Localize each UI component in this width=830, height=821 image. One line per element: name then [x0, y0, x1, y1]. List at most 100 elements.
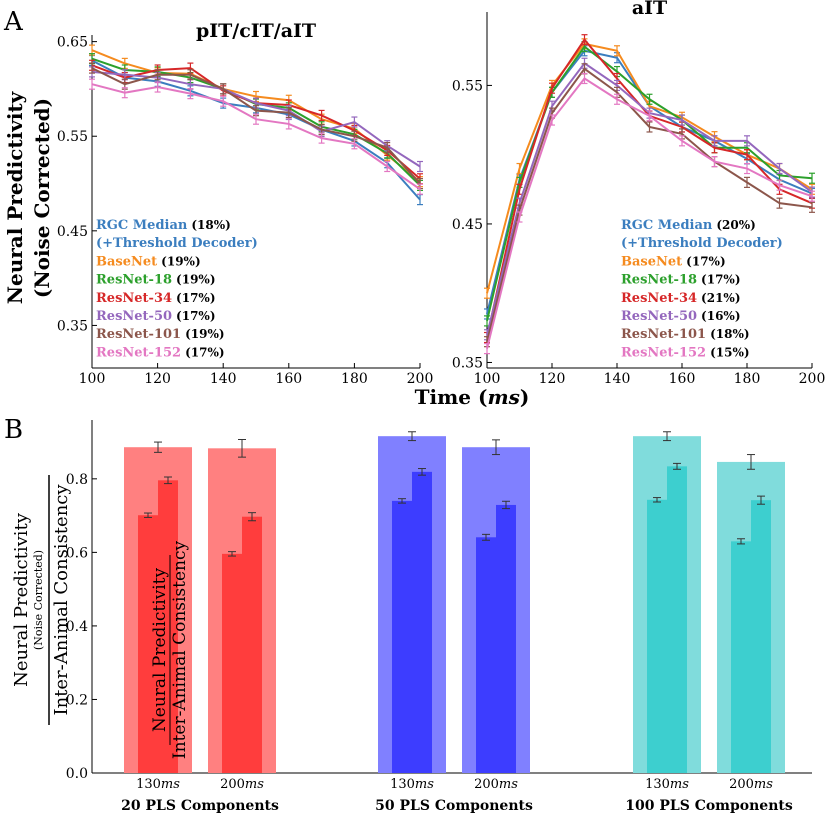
predictivity-bar-low — [392, 500, 412, 773]
predictivity-bar-low — [647, 499, 667, 773]
y-tick-label: 0.45 — [57, 224, 88, 240]
legend-pct-text: (17%) — [176, 291, 215, 305]
legend-name-text: ResNet-34 — [96, 291, 172, 306]
legend-entry-basenet: BaseNet (17%) — [621, 254, 726, 269]
y-tick-label: 0.35 — [57, 318, 88, 334]
legend-entry-basenet: BaseNet (19%) — [96, 254, 201, 269]
legend-pct-text: (18%) — [191, 218, 230, 232]
bar-tick-label: 130ms — [136, 777, 180, 792]
line-chart-ait: aIT 100 120 140 160 180 200 0.35 0.45 0.55 RGC Med… — [452, 0, 826, 387]
bar-tick-time: 200 — [729, 777, 754, 792]
y-tick-label: 0.4 — [66, 619, 88, 635]
bar-130: 130ms — [378, 431, 446, 792]
bar-130: 130ms — [124, 441, 192, 792]
panel-b-ylabel-sub: (Noise Corrected) — [32, 550, 45, 650]
x-tick-label: 200 — [799, 371, 826, 387]
legend-entry-resnet-101: ResNet-101 (18%) — [621, 327, 750, 342]
legend-name-text: (+Threshold Decoder) — [621, 236, 783, 251]
legend-entry-resnet-34: ResNet-34 (17%) — [96, 291, 216, 306]
legend-entry-threshold-decoder: (+Threshold Decoder) — [621, 236, 783, 251]
bar-tick-unit: ms — [670, 777, 689, 792]
bar-tick-label: 200ms — [220, 777, 264, 792]
x-tick-label: 180 — [341, 371, 368, 387]
bar-tick-unit: ms — [245, 777, 264, 792]
line-chart-pit-cit-ait: pIT/cIT/aIT 100 120 140 160 180 200 0.35 0.45 0.5… — [57, 20, 434, 387]
x-tick-label: 100 — [474, 371, 501, 387]
bar-200: 200ms — [717, 454, 785, 792]
legend-entry-resnet-152: ResNet-152 (17%) — [96, 345, 225, 360]
legend-name-text: ResNet-18 — [96, 273, 172, 288]
legend-name-text: ResNet-50 — [96, 309, 172, 324]
legend-pct-text: (21%) — [701, 291, 740, 305]
y-tick-label: 0.8 — [66, 472, 88, 488]
y-tick-label: 0.55 — [57, 129, 88, 145]
y-tick-label: 0.2 — [66, 692, 88, 708]
x-tick-label: 200 — [407, 371, 434, 387]
legend-entry-resnet-50: ResNet-50 (17%) — [96, 309, 216, 324]
panel-a-ylabel-line2: (Noise Corrected) — [30, 98, 54, 298]
chart-title: pIT/cIT/aIT — [196, 20, 316, 42]
bar-group-50-pls-components: 130ms 200ms 50 PLS Components — [375, 431, 533, 814]
panel-b-ylabel-top: Neural Predictivity — [11, 512, 32, 687]
legend-name-text: ResNet-101 — [621, 327, 706, 342]
predictivity-bar-high — [496, 504, 516, 773]
bar-tick-label: 130ms — [390, 777, 434, 792]
x-tick-label: 120 — [144, 371, 171, 387]
legend: RGC Median (18%) (+Threshold Decoder) BaseN… — [96, 218, 258, 360]
legend-name-text: ResNet-18 — [621, 273, 697, 288]
x-tick-label: 100 — [79, 371, 106, 387]
legend-entry-resnet-101: ResNet-101 (19%) — [96, 327, 225, 342]
x-tick-label: 140 — [210, 371, 237, 387]
predictivity-bar-high — [667, 466, 687, 773]
bar-tick-label: 200ms — [474, 777, 518, 792]
predictivity-bar-high — [751, 500, 771, 773]
y-tick-label: 0.45 — [452, 217, 483, 233]
x-tick-label: 160 — [275, 371, 302, 387]
bar-tick-time: 130 — [645, 777, 670, 792]
y-tick-label: 0.0 — [66, 766, 88, 782]
group-label: 50 PLS Components — [375, 798, 533, 814]
legend-name-text: ResNet-152 — [96, 345, 181, 360]
series-resnet-152 — [89, 78, 423, 195]
y-tick-label: 0.35 — [452, 355, 483, 371]
legend-pct-text: (17%) — [686, 254, 725, 268]
bar-130: 130ms — [633, 431, 701, 792]
predictivity-bar-low — [138, 515, 158, 773]
legend-entry-rgc-median: RGC Median (20%) — [621, 218, 756, 233]
x-tick-label: 140 — [604, 371, 631, 387]
legend-entry-resnet-18: ResNet-18 (17%) — [621, 273, 741, 288]
legend-pct-text: (18%) — [710, 327, 749, 341]
series-line-rgc-median — [91, 59, 421, 201]
x-tick-label: 160 — [669, 371, 696, 387]
legend-pct-text: (15%) — [710, 345, 749, 359]
panel-a-xlabel-main: Time ( — [415, 385, 488, 409]
legend-name-text: ResNet-152 — [621, 345, 706, 360]
legend-entry-resnet-18: ResNet-18 (19%) — [96, 273, 216, 288]
inset-fraction-label: Neural Predictivity Inter-Animal Consiste… — [150, 540, 190, 759]
bar-tick-time: 130 — [390, 777, 415, 792]
legend-entry-resnet-152: ResNet-152 (15%) — [621, 345, 750, 360]
series-rgc-median — [89, 54, 423, 206]
predictivity-bar-high — [412, 471, 432, 773]
panel-a-xlabel-close: ) — [520, 385, 529, 409]
predictivity-bar-low — [476, 537, 496, 773]
predictivity-bar-low — [222, 553, 242, 773]
legend-entry-threshold-decoder: (+Threshold Decoder) — [96, 236, 258, 251]
bar-tick-label: 200ms — [729, 777, 773, 792]
legend-entry-resnet-50: ResNet-50 (16%) — [621, 309, 741, 324]
legend-pct-text: (17%) — [176, 309, 215, 323]
legend-name-text: ResNet-101 — [96, 327, 181, 342]
predictivity-bar-high — [158, 480, 178, 773]
panel-a-ylabel: Neural Predictivity (Noise Corrected) — [3, 90, 54, 304]
inset-label-top: Neural Predictivity — [150, 568, 170, 733]
legend-name-text: BaseNet — [621, 254, 682, 269]
legend-name-text: ResNet-34 — [621, 291, 697, 306]
y-tick-label: 0.6 — [66, 545, 88, 561]
legend-entry-rgc-median: RGC Median (18%) — [96, 218, 231, 233]
bar-tick-time: 200 — [220, 777, 245, 792]
x-tick-label: 120 — [539, 371, 566, 387]
legend-pct-text: (17%) — [185, 345, 224, 359]
